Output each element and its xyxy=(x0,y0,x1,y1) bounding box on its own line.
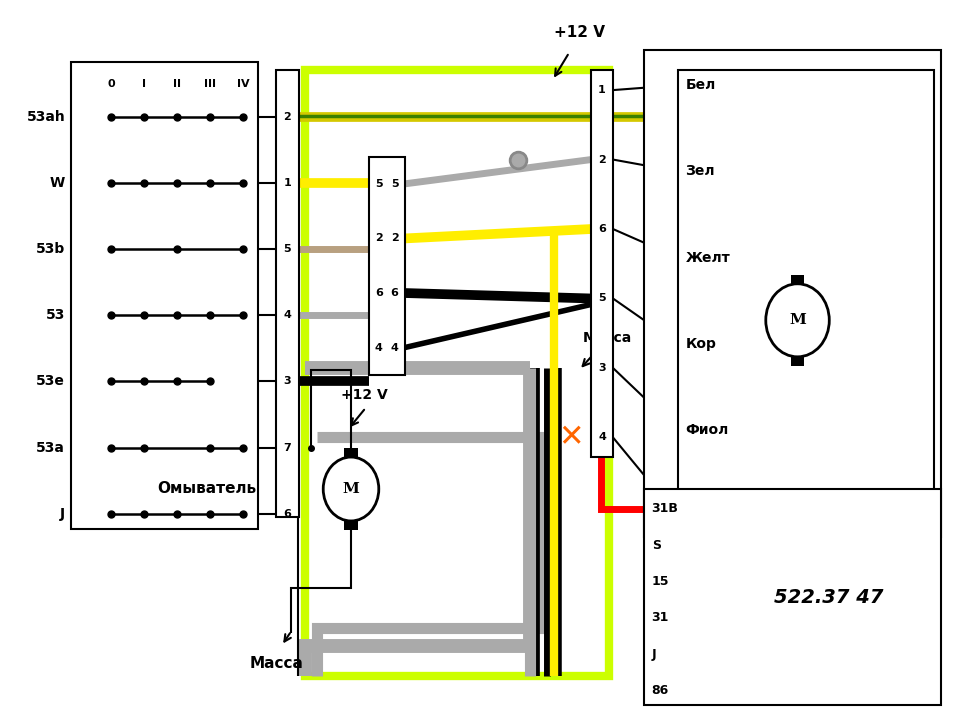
Text: 3: 3 xyxy=(284,377,291,387)
Text: 6: 6 xyxy=(391,288,398,298)
Bar xyxy=(344,521,358,530)
Text: 15: 15 xyxy=(652,575,669,588)
Text: W: W xyxy=(50,176,65,190)
Text: 6: 6 xyxy=(598,224,606,234)
Bar xyxy=(71,63,257,528)
Text: 2: 2 xyxy=(598,155,606,165)
Text: 2: 2 xyxy=(391,233,398,243)
Text: Кор: Кор xyxy=(685,337,716,351)
Text: 2: 2 xyxy=(283,112,292,122)
Text: Масса: Масса xyxy=(583,331,632,345)
Text: M: M xyxy=(789,313,806,328)
Ellipse shape xyxy=(766,284,829,357)
Text: Омыватель: Омыватель xyxy=(157,482,256,497)
Text: +12 V: +12 V xyxy=(554,25,605,40)
Text: III: III xyxy=(204,79,216,89)
Text: 6: 6 xyxy=(375,288,383,298)
Text: IV: IV xyxy=(236,79,250,89)
Text: 0: 0 xyxy=(108,79,114,89)
Text: II: II xyxy=(173,79,180,89)
Text: 5: 5 xyxy=(284,244,291,254)
Text: Фиол: Фиол xyxy=(685,423,729,438)
Bar xyxy=(344,448,358,457)
Ellipse shape xyxy=(324,457,379,521)
Bar xyxy=(644,489,942,706)
Text: M: M xyxy=(343,482,359,496)
Text: 53b: 53b xyxy=(36,242,65,256)
Text: Зел: Зел xyxy=(685,164,715,179)
Text: I: I xyxy=(142,79,146,89)
Text: 4: 4 xyxy=(391,343,398,353)
Text: J: J xyxy=(60,507,65,521)
Bar xyxy=(679,71,934,531)
Text: Бел: Бел xyxy=(685,78,715,92)
Text: 4: 4 xyxy=(598,433,606,442)
Text: 4: 4 xyxy=(375,343,383,353)
Text: +12 V: +12 V xyxy=(341,388,388,402)
Text: ✕: ✕ xyxy=(559,423,584,452)
Text: S: S xyxy=(652,539,660,552)
Text: 53: 53 xyxy=(46,308,65,323)
Text: 53ah: 53ah xyxy=(27,110,65,124)
Text: 5: 5 xyxy=(391,179,398,189)
Bar xyxy=(276,71,300,517)
Bar xyxy=(591,71,613,457)
Text: 53e: 53e xyxy=(36,374,65,389)
Text: 5: 5 xyxy=(375,179,383,189)
Text: 53a: 53a xyxy=(36,441,65,454)
Text: 4: 4 xyxy=(283,310,292,320)
Text: 5: 5 xyxy=(598,294,606,303)
Text: 31В: 31В xyxy=(652,503,679,516)
Text: 6: 6 xyxy=(283,509,292,519)
Text: 7: 7 xyxy=(283,443,292,453)
Bar xyxy=(791,357,804,366)
Text: J: J xyxy=(652,647,657,661)
Text: 522.37 47: 522.37 47 xyxy=(774,588,883,607)
Text: 31: 31 xyxy=(652,611,669,624)
Text: 1: 1 xyxy=(598,85,606,95)
Text: 2: 2 xyxy=(375,233,383,243)
Bar xyxy=(791,275,804,284)
Text: 86: 86 xyxy=(652,684,669,697)
Text: Масса: Масса xyxy=(250,656,303,671)
Bar xyxy=(305,71,609,675)
Text: Желт: Желт xyxy=(685,251,731,265)
Text: 3: 3 xyxy=(598,363,606,373)
Text: 1: 1 xyxy=(283,178,292,188)
Bar xyxy=(644,50,942,536)
Text: Кр: Кр xyxy=(685,510,707,523)
Bar xyxy=(369,156,404,375)
